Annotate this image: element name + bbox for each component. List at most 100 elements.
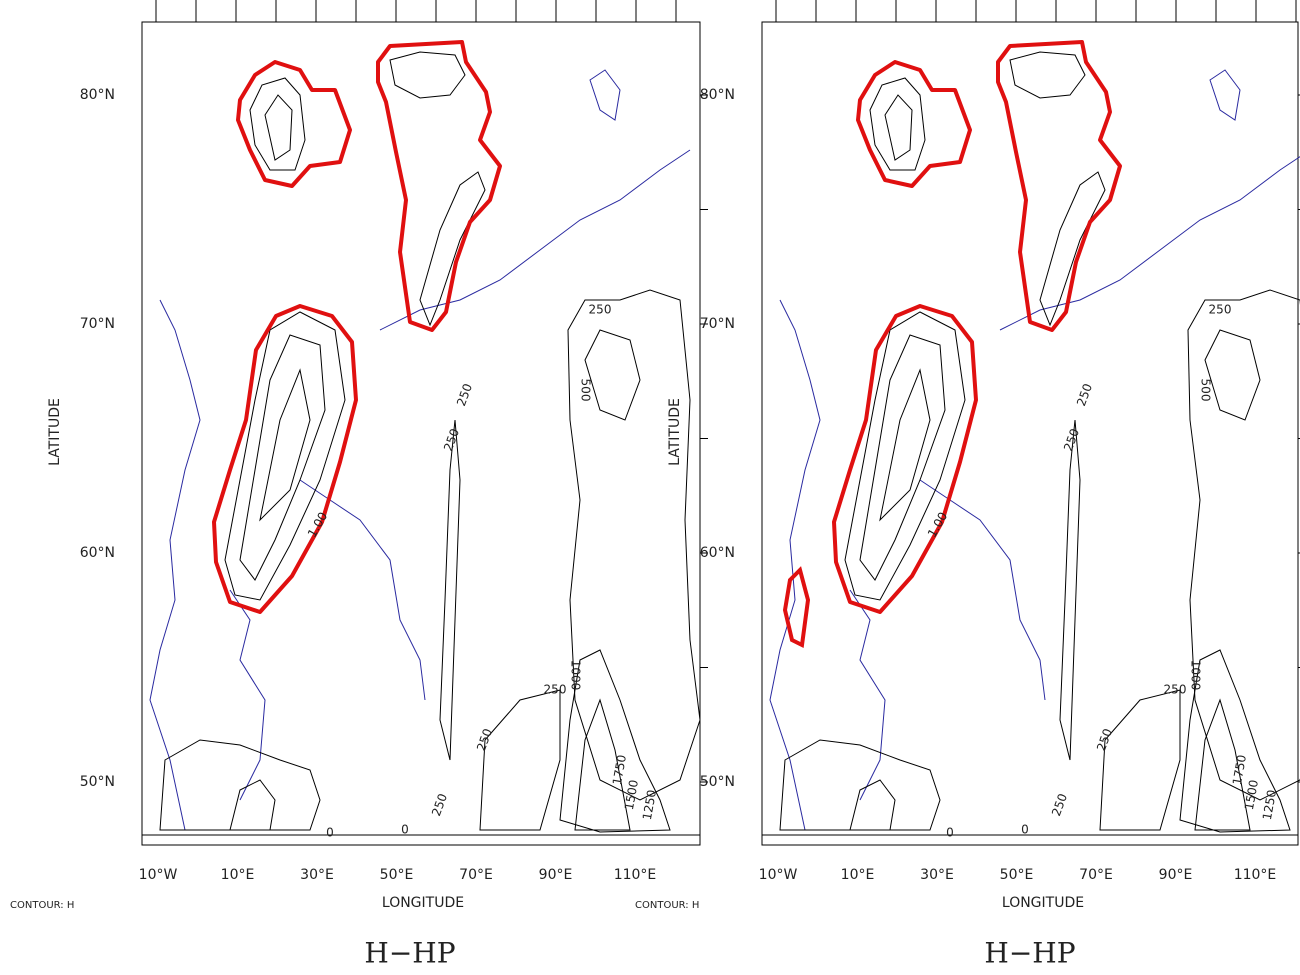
contour bbox=[1204, 329, 1261, 421]
contour bbox=[559, 649, 671, 833]
contour-label: 250 bbox=[1094, 727, 1115, 753]
plot-frame bbox=[761, 21, 1299, 846]
contour bbox=[389, 51, 466, 99]
contour-label: 1000 bbox=[1189, 660, 1203, 691]
contour-label: 500 bbox=[1199, 379, 1213, 402]
contour bbox=[419, 171, 486, 327]
contour-label: 250 bbox=[474, 727, 495, 753]
contour bbox=[239, 334, 326, 581]
x-tick-label: 10°W bbox=[139, 867, 178, 883]
footer-note: CONTOUR: H bbox=[635, 900, 699, 911]
x-tick-label: 50°E bbox=[1000, 867, 1034, 883]
x-tick-label: 110°E bbox=[614, 867, 657, 883]
contour-label: 1000 bbox=[569, 660, 583, 691]
contour bbox=[264, 94, 293, 161]
contour bbox=[1099, 689, 1181, 831]
contour-label: 1500 bbox=[1242, 779, 1261, 812]
contour bbox=[249, 77, 306, 171]
x-tick-label: 30°E bbox=[920, 867, 954, 883]
contour bbox=[1187, 289, 1300, 801]
y-tick-label: 60°N bbox=[700, 545, 735, 561]
contour-label: 1250 bbox=[1260, 789, 1279, 822]
contour-highlight bbox=[856, 60, 972, 188]
contour-highlight bbox=[212, 304, 358, 614]
footer-note: CONTOUR: H bbox=[10, 900, 74, 911]
y-tick-label: 50°N bbox=[80, 774, 115, 790]
y-tick-label: 80°N bbox=[80, 87, 115, 103]
contour bbox=[844, 311, 966, 601]
contour-label: 250 bbox=[1049, 792, 1070, 818]
contour-label: 1250 bbox=[640, 789, 659, 822]
contour-label: 0 bbox=[326, 826, 334, 840]
coastline bbox=[999, 156, 1300, 331]
contour-label: 0 bbox=[401, 823, 409, 837]
contour bbox=[884, 94, 913, 161]
contour-label: 250 bbox=[441, 427, 462, 453]
y-tick-label: 70°N bbox=[700, 316, 735, 332]
x-tick-label: 10°E bbox=[221, 867, 255, 883]
contour bbox=[1194, 698, 1251, 831]
contour bbox=[479, 689, 561, 831]
panel-title: H−HP bbox=[984, 937, 1075, 970]
contour bbox=[1039, 171, 1106, 327]
y-axis-label: LATITUDE bbox=[47, 398, 63, 466]
x-tick-label: 90°E bbox=[1159, 867, 1193, 883]
contour bbox=[159, 739, 321, 831]
contour-highlight bbox=[996, 40, 1122, 332]
contour-label: 250 bbox=[454, 382, 475, 408]
contour-label: 0 bbox=[946, 826, 954, 840]
contour bbox=[584, 329, 641, 421]
contour bbox=[567, 289, 701, 801]
contour bbox=[224, 311, 346, 601]
contour bbox=[879, 368, 931, 522]
panel-title: H−HP bbox=[364, 937, 455, 970]
x-tick-label: 30°E bbox=[300, 867, 334, 883]
coastline bbox=[849, 589, 886, 801]
x-tick-label: 70°E bbox=[1079, 867, 1113, 883]
x-tick-label: 10°W bbox=[759, 867, 798, 883]
x-tick-label: 50°E bbox=[380, 867, 414, 883]
contour bbox=[574, 698, 631, 831]
x-tick-label: 70°E bbox=[459, 867, 493, 883]
contour-label: 250 bbox=[1074, 382, 1095, 408]
x-tick-label: 10°E bbox=[841, 867, 875, 883]
contour-highlight bbox=[782, 566, 811, 649]
coastline bbox=[769, 299, 821, 831]
coastline bbox=[149, 299, 201, 831]
contour bbox=[849, 779, 896, 831]
contour-label: 500 bbox=[579, 379, 593, 402]
contour bbox=[779, 739, 941, 831]
coastline bbox=[379, 149, 691, 331]
coastline bbox=[1209, 69, 1241, 121]
contour bbox=[1009, 51, 1086, 99]
x-axis-label: LONGITUDE bbox=[382, 895, 464, 911]
contour-label: 1750 bbox=[610, 754, 629, 787]
contour-label: 1.00 bbox=[305, 510, 330, 540]
contour-label: 1.00 bbox=[925, 510, 950, 540]
contour-label: 250 bbox=[429, 792, 450, 818]
y-tick-label: 60°N bbox=[80, 545, 115, 561]
contour-label: 1500 bbox=[622, 779, 641, 812]
x-tick-label: 90°E bbox=[539, 867, 573, 883]
contour-highlight bbox=[832, 304, 978, 614]
contour-label: 0 bbox=[1021, 823, 1029, 837]
contour bbox=[229, 779, 276, 831]
y-axis-label: LATITUDE bbox=[667, 398, 683, 466]
contour-label: 250 bbox=[544, 683, 567, 697]
plot-frame bbox=[141, 21, 701, 846]
contour bbox=[259, 368, 311, 522]
contour-label: 250 bbox=[1061, 427, 1082, 453]
contour-label: 250 bbox=[1164, 683, 1187, 697]
contour-label: 250 bbox=[589, 303, 612, 317]
y-tick-label: 70°N bbox=[80, 316, 115, 332]
contour bbox=[439, 419, 461, 761]
y-tick-label: 80°N bbox=[700, 87, 735, 103]
contour bbox=[1059, 419, 1081, 761]
contour bbox=[869, 77, 926, 171]
contour-highlight bbox=[376, 40, 502, 332]
coastline bbox=[589, 69, 621, 121]
